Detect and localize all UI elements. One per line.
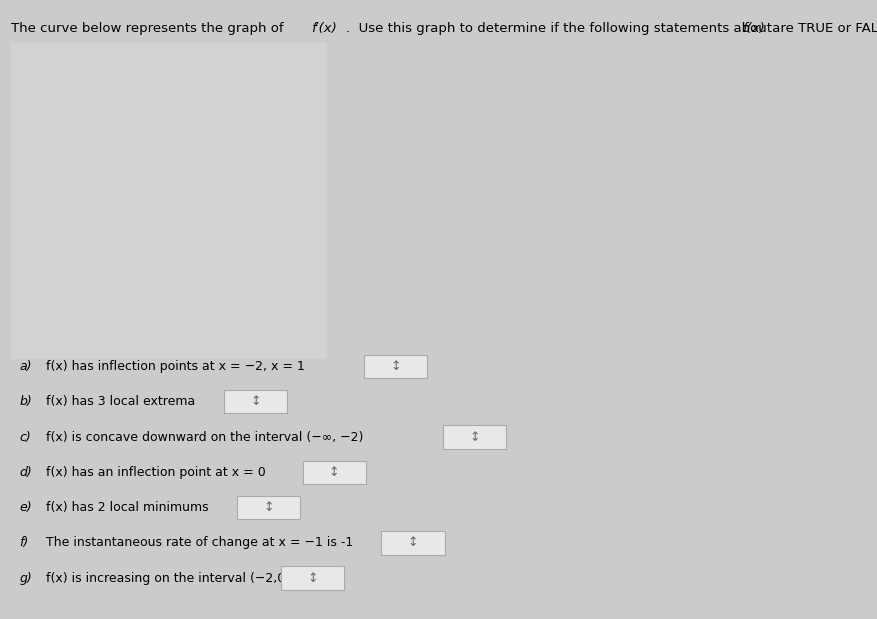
Text: -2: -2 [171, 267, 182, 280]
Text: f(x) has 2 local minimums: f(x) has 2 local minimums [42, 501, 209, 514]
Text: ↕: ↕ [469, 430, 480, 444]
Text: are TRUE or FALSE.: are TRUE or FALSE. [768, 22, 877, 35]
Text: -2: -2 [86, 186, 98, 199]
Text: -1: -1 [134, 186, 146, 199]
Text: .  Use this graph to determine if the following statements about: . Use this graph to determine if the fol… [346, 22, 777, 35]
Text: -1: -1 [171, 219, 182, 232]
Text: f(x) has 3 local extrema: f(x) has 3 local extrema [42, 395, 196, 409]
Text: The curve below represents the graph of: The curve below represents the graph of [11, 22, 289, 35]
Text: c): c) [19, 430, 31, 444]
Text: x: x [312, 154, 320, 168]
Text: -3: -3 [171, 316, 182, 329]
Text: f(x) is increasing on the interval (−2,0): f(x) is increasing on the interval (−2,0… [42, 571, 290, 585]
Text: f(x) has inflection points at x = −2, x = 1: f(x) has inflection points at x = −2, x … [42, 360, 305, 373]
Text: 1: 1 [175, 122, 182, 135]
Text: f(x) has an inflection point at x = 0: f(x) has an inflection point at x = 0 [42, 465, 266, 479]
Text: 2: 2 [175, 74, 182, 87]
Text: f′(x): f′(x) [311, 22, 337, 35]
Text: ↕: ↕ [307, 571, 317, 585]
Text: The instantaneous rate of change at x = −1 is -1: The instantaneous rate of change at x = … [42, 536, 353, 550]
Text: f(x): f(x) [742, 22, 765, 35]
Text: ↕: ↕ [263, 501, 274, 514]
Text: 2: 2 [281, 186, 289, 199]
Text: y: y [195, 58, 203, 72]
Text: a): a) [19, 360, 32, 373]
Text: d): d) [19, 465, 32, 479]
Text: ↕: ↕ [250, 395, 260, 409]
Text: f(x) is concave downward on the interval (−∞, −2): f(x) is concave downward on the interval… [42, 430, 363, 444]
Text: -3: -3 [39, 186, 50, 199]
Text: b): b) [19, 395, 32, 409]
Text: ↕: ↕ [408, 536, 418, 550]
Text: f): f) [19, 536, 29, 550]
Text: e): e) [19, 501, 32, 514]
Text: 1: 1 [232, 186, 240, 199]
Text: ↕: ↕ [329, 465, 339, 479]
Text: g): g) [19, 571, 32, 585]
Text: ↕: ↕ [390, 360, 401, 373]
